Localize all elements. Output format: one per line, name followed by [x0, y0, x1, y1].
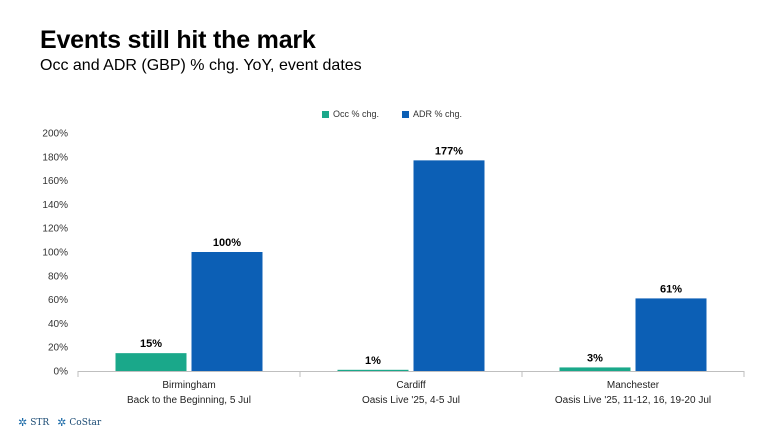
data-label: 3% [587, 352, 603, 364]
bar [413, 160, 485, 371]
y-tick-label: 120% [42, 224, 68, 235]
x-category-label: Birmingham [162, 380, 215, 391]
data-label: 61% [660, 283, 682, 295]
x-category-label: Oasis Live '25, 4-5 Jul [362, 395, 460, 406]
x-category-label: Back to the Beginning, 5 Jul [127, 395, 251, 406]
bar [337, 369, 409, 371]
data-label: 15% [140, 338, 162, 350]
legend-label: ADR % chg. [413, 109, 462, 119]
x-axis: Birmingham Back to the Beginning, 5 Jul Ca… [77, 371, 745, 406]
x-category-label: Cardiff [396, 380, 425, 391]
y-tick-label: 20% [48, 343, 68, 354]
x-category-label: Oasis Live '25, 11-12, 16, 19-20 Jul [555, 395, 711, 406]
bar [559, 367, 631, 371]
costar-logo-icon: ✲ [57, 416, 67, 429]
bar [191, 252, 263, 371]
y-tick-label: 200% [42, 129, 68, 140]
bar [635, 298, 707, 371]
costar-logo: ✲ CoStar [57, 416, 101, 429]
y-tick-label: 180% [42, 152, 68, 163]
footer-logos: ✲ STR ✲ CoStar [18, 416, 101, 429]
costar-logo-text: CoStar [69, 417, 102, 428]
chart-subtitle: Occ and ADR (GBP) % chg. YoY, event date… [40, 57, 362, 74]
x-category-label: Manchester [607, 380, 660, 391]
data-label: 1% [365, 355, 381, 367]
chart-title: Events still hit the mark [40, 26, 316, 54]
bar [115, 353, 187, 371]
y-axis: 0% 20% 40% 60% 80% 100% 120% 140% 160% 180% 200% [42, 129, 68, 378]
bars: 15% 100% 1% 177% 3% 61% [115, 145, 707, 371]
data-label: 100% [213, 237, 241, 249]
str-logo-icon: ✲ [18, 416, 28, 429]
legend-swatch [402, 111, 409, 118]
str-logo: ✲ STR [18, 416, 49, 429]
y-tick-label: 160% [42, 176, 68, 187]
y-tick-label: 60% [48, 295, 68, 306]
legend-swatch [322, 111, 329, 118]
y-tick-label: 140% [42, 200, 68, 211]
y-tick-label: 40% [48, 319, 68, 330]
y-tick-label: 80% [48, 271, 68, 282]
str-logo-text: STR [30, 417, 50, 428]
y-tick-label: 100% [42, 248, 68, 259]
y-tick-label: 0% [54, 367, 69, 378]
legend-label: Occ % chg. [333, 109, 379, 119]
legend: Occ % chg. ADR % chg. [322, 109, 462, 119]
data-label: 177% [435, 145, 463, 157]
